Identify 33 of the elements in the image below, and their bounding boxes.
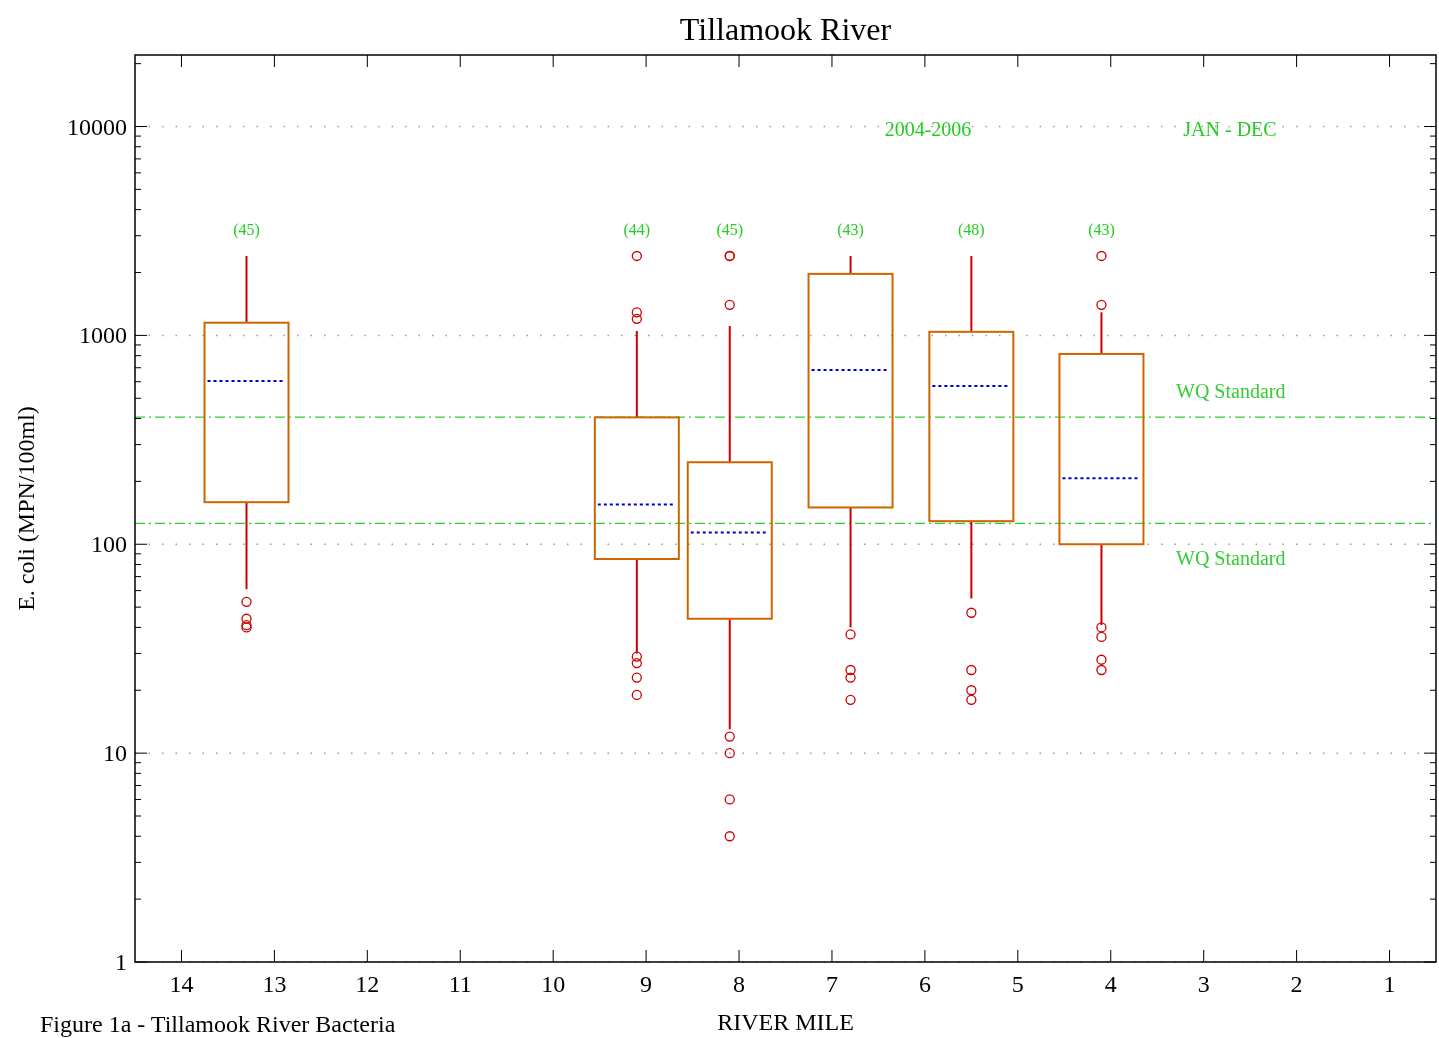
y-tick-label: 10000 <box>67 113 127 140</box>
x-tick-label: 4 <box>1104 971 1117 997</box>
annotation: (44) <box>623 221 651 239</box>
chart-title: Tillamook River <box>679 11 892 47</box>
y-axis-title: E. coli (MPN/100ml) <box>13 406 39 611</box>
annotation: (43) <box>1088 221 1115 239</box>
x-tick-label: 9 <box>640 971 653 997</box>
x-tick-label: 7 <box>825 971 838 997</box>
annotation: 2004-2006 <box>884 118 972 140</box>
x-axis-title: RIVER MILE <box>717 1009 854 1035</box>
x-tick-label: 2 <box>1290 971 1303 997</box>
y-tick-label: 100 <box>91 531 127 558</box>
y-tick-label: 1 <box>115 949 127 975</box>
x-tick-label: 12 <box>355 971 380 997</box>
annotation: (45) <box>233 221 260 239</box>
annotation: (43) <box>837 221 864 239</box>
ref-line-label: WQ Standard <box>1176 547 1286 570</box>
ref-line-label: WQ Standard <box>1176 380 1286 403</box>
y-tick-label: 10 <box>103 740 127 767</box>
x-tick-label: 8 <box>733 971 746 997</box>
x-tick-label: 5 <box>1011 971 1024 997</box>
x-tick-label: 3 <box>1197 971 1210 997</box>
caption: Figure 1a - Tillamook River Bacteria <box>40 1011 396 1037</box>
x-tick-label: 10 <box>541 971 566 997</box>
x-tick-label: 13 <box>262 971 287 997</box>
x-tick-label: 6 <box>918 971 931 997</box>
y-tick-label: 1000 <box>79 322 127 349</box>
x-tick-label: 11 <box>448 971 472 997</box>
annotation: (45) <box>716 221 744 239</box>
x-tick-label: 14 <box>169 971 194 997</box>
annotation: JAN - DEC <box>1183 118 1277 140</box>
annotation: (48) <box>958 221 985 239</box>
x-tick-label: 1 <box>1383 971 1396 997</box>
